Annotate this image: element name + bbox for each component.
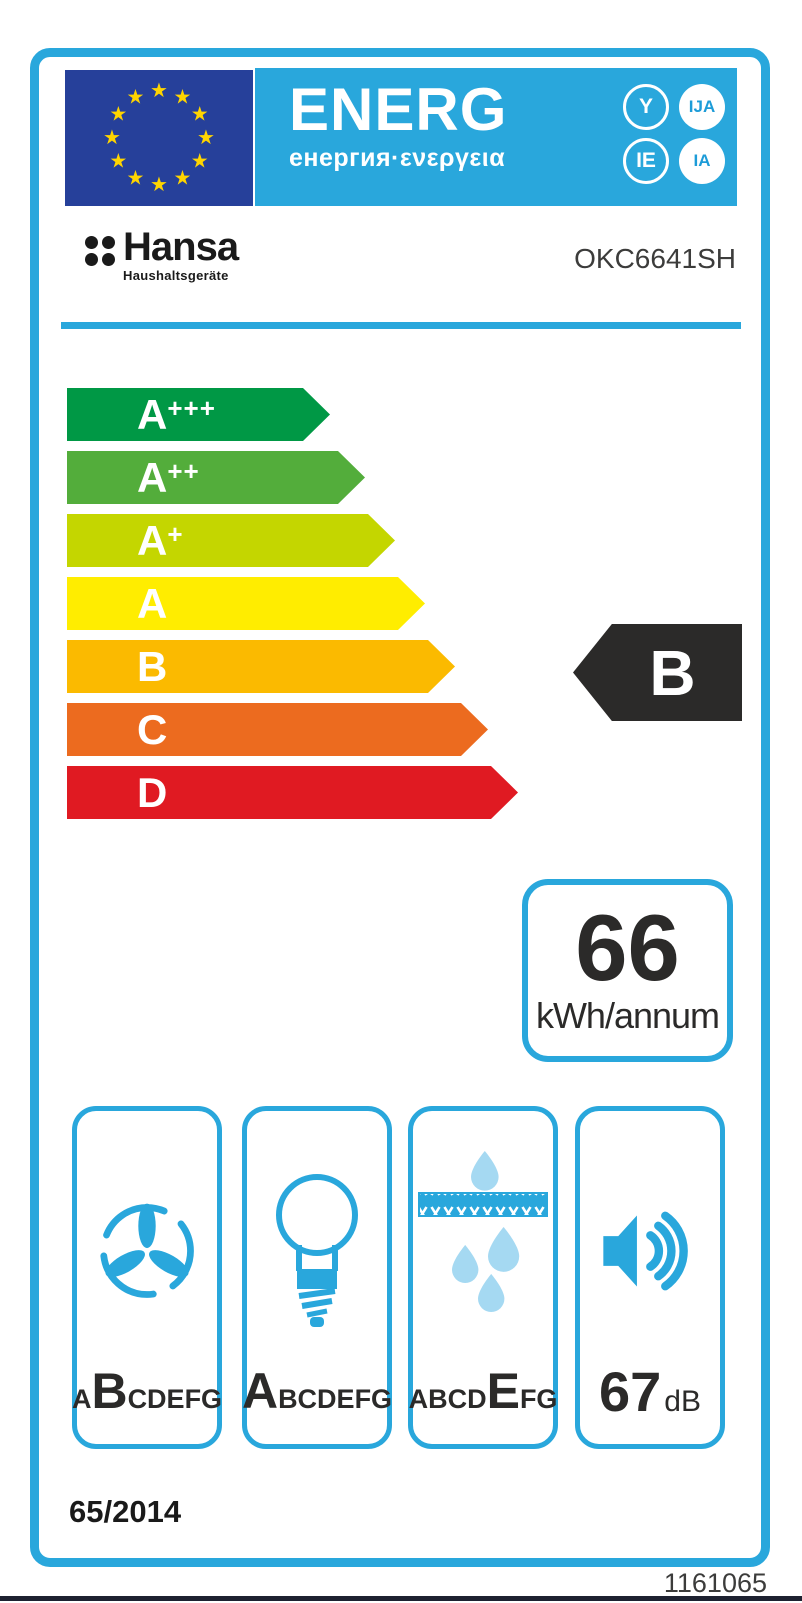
bottom-rule xyxy=(0,1596,802,1601)
brand-logo: Hansa Haushaltsgeräte xyxy=(85,225,239,283)
lang-circle-y: Y xyxy=(623,84,669,130)
hansa-dot xyxy=(102,236,115,249)
scale-arrow-b: B xyxy=(67,640,455,693)
scale-arrow-c: C xyxy=(67,703,488,756)
hansa-dot xyxy=(102,253,115,266)
energ-wordmark: ENERG енергия·ενεργεια xyxy=(289,80,507,173)
regulation-number: 65/2014 xyxy=(69,1494,182,1529)
class-suffix: BCDEFG xyxy=(278,1384,393,1414)
speaker-icon xyxy=(580,1111,720,1391)
annual-energy-unit: kWh/annum xyxy=(535,995,720,1036)
class-active: B xyxy=(91,1363,128,1419)
model-number: OKC6641SH xyxy=(574,243,736,274)
class-suffix: FG xyxy=(519,1384,558,1414)
lighting-class-letters: A BCDEFG xyxy=(242,1362,392,1420)
lang-circle-ie: IE xyxy=(623,138,669,184)
fan-icon xyxy=(77,1111,217,1391)
energ-banner: ENERG енергия·ενεργεια Y IJA IE IA xyxy=(255,68,737,206)
scale-arrow-a: A xyxy=(67,577,425,630)
language-suffix-circles: Y IJA IE IA xyxy=(623,84,725,184)
scale-arrow-a+++: A +++ xyxy=(67,388,330,441)
noise-box: 67 dB xyxy=(575,1106,725,1449)
class-active: A xyxy=(241,1363,279,1419)
class-active: E xyxy=(486,1363,520,1419)
header-divider xyxy=(61,322,741,329)
grease-filter-box: ABCD E FG xyxy=(408,1106,558,1449)
grade-letter: B xyxy=(137,642,168,690)
eu-flag-icon: ★ ★ ★ ★ ★ ★ ★ ★ ★ ★ ★ ★ xyxy=(65,70,253,206)
scale-arrow-a+: A + xyxy=(67,514,395,567)
grade-letter: A xyxy=(137,453,168,501)
annual-energy-value: 66 xyxy=(575,895,680,1000)
hansa-dot xyxy=(85,236,98,249)
annual-energy-box: 66 kWh/annum xyxy=(522,879,733,1062)
grade-plus: ++ xyxy=(167,455,200,486)
scale-arrow-a++: A ++ xyxy=(67,451,365,504)
energy-label-frame: ★ ★ ★ ★ ★ ★ ★ ★ ★ ★ ★ ★ ENERG енергия·εν… xyxy=(30,48,770,1567)
noise-unit: dB xyxy=(664,1385,701,1418)
fan-efficiency-box: A B CDEFG xyxy=(72,1106,222,1449)
hansa-dots-icon xyxy=(85,236,115,266)
class-prefix: ABCD xyxy=(408,1384,487,1414)
grade-plus: + xyxy=(167,518,184,549)
document-code: 1161065 xyxy=(663,1568,767,1598)
grease-class-letters: ABCD E FG xyxy=(409,1362,558,1420)
grade-letter: A xyxy=(137,516,168,564)
bulb-icon xyxy=(247,1111,387,1391)
grade-plus: +++ xyxy=(167,392,216,423)
class-suffix: CDEFG xyxy=(127,1384,223,1414)
lighting-efficiency-box: A BCDEFG xyxy=(242,1106,392,1449)
rating-pointer: B xyxy=(573,624,742,721)
class-prefix: A xyxy=(71,1384,92,1414)
noise-value-row: 67 dB xyxy=(580,1364,720,1420)
energ-subtitle: енергия·ενεργεια xyxy=(289,144,506,172)
brand-name: Hansa xyxy=(123,225,239,269)
rating-letter: B xyxy=(649,636,696,709)
scale-arrow-d: D xyxy=(67,766,518,819)
energ-word: ENERG xyxy=(289,76,508,143)
grade-letter: A xyxy=(137,390,168,438)
noise-value: 67 xyxy=(599,1360,662,1423)
brand-tagline: Haushaltsgeräte xyxy=(123,268,229,283)
fan-class-letters: A B CDEFG xyxy=(72,1362,222,1420)
hansa-dot xyxy=(85,253,98,266)
grade-letter: A xyxy=(137,579,168,627)
efficiency-scale: A +++ A ++ A + A B C D xyxy=(67,388,518,819)
lang-circle-ija: IJA xyxy=(679,84,725,130)
grade-letter: C xyxy=(137,705,168,753)
brand-text-block: Hansa Haushaltsgeräte xyxy=(123,225,239,283)
filter-icon xyxy=(413,1111,553,1391)
lang-circle-ia: IA xyxy=(679,138,725,184)
grade-letter: D xyxy=(137,768,168,816)
